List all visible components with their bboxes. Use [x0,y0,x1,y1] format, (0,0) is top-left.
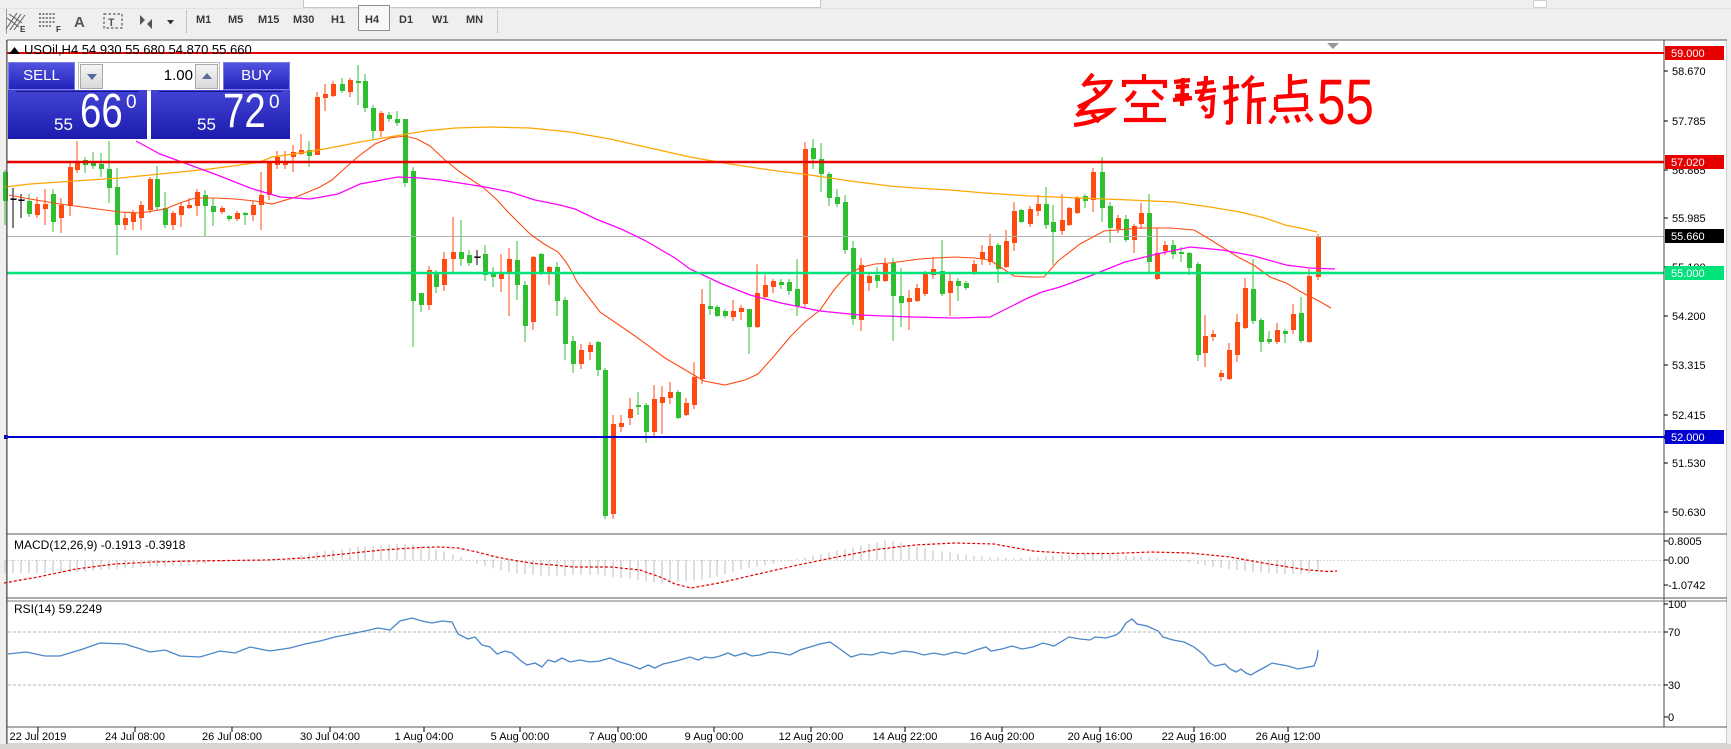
svg-text:5 Aug 00:00: 5 Aug 00:00 [491,731,550,743]
svg-text:A: A [74,14,85,31]
svg-text:0.8005: 0.8005 [1668,536,1702,548]
svg-text:100: 100 [1668,599,1686,611]
svg-text:58.670: 58.670 [1672,66,1706,78]
svg-text:MACD(12,26,9) -0.1913 -0.3918: MACD(12,26,9) -0.1913 -0.3918 [14,538,186,552]
svg-text:24 Jul 08:00: 24 Jul 08:00 [105,731,165,743]
svg-text:55.660: 55.660 [1671,231,1705,243]
svg-text:54.200: 54.200 [1672,311,1706,323]
svg-text:USOil,H4 54.930 55.680 54.870: USOil,H4 54.930 55.680 54.870 55.660 [24,42,252,57]
svg-text:30 Jul 04:00: 30 Jul 04:00 [300,731,360,743]
svg-text:22 Jul 2019: 22 Jul 2019 [10,731,67,743]
svg-text:55.985: 55.985 [1672,213,1706,225]
svg-text:53.315: 53.315 [1672,360,1706,372]
svg-text:-1.0742: -1.0742 [1668,580,1705,592]
svg-text:55.000: 55.000 [1671,268,1705,280]
svg-text:9 Aug 00:00: 9 Aug 00:00 [685,731,744,743]
svg-text:30: 30 [1668,680,1680,692]
svg-text:26 Aug 12:00: 26 Aug 12:00 [1256,731,1321,743]
svg-text:0.00: 0.00 [1668,555,1689,567]
svg-text:70: 70 [1668,627,1680,639]
svg-text:T: T [108,18,115,30]
svg-text:22 Aug 16:00: 22 Aug 16:00 [1162,731,1227,743]
svg-text:E: E [20,25,26,34]
svg-text:52.000: 52.000 [1671,432,1705,444]
svg-text:51.530: 51.530 [1672,458,1706,470]
svg-text:52.415: 52.415 [1672,410,1706,422]
svg-text:RSI(14) 59.2249: RSI(14) 59.2249 [14,602,102,616]
svg-text:26 Jul 08:00: 26 Jul 08:00 [202,731,262,743]
svg-text:57.020: 57.020 [1671,157,1705,169]
svg-text:57.785: 57.785 [1672,116,1706,128]
svg-text:12 Aug 20:00: 12 Aug 20:00 [779,731,844,743]
svg-text:F: F [56,25,61,34]
svg-text:59.000: 59.000 [1671,48,1705,60]
svg-text:50.630: 50.630 [1672,507,1706,519]
svg-text:14 Aug 22:00: 14 Aug 22:00 [873,731,938,743]
svg-text:0: 0 [1668,712,1674,724]
svg-text:1 Aug 04:00: 1 Aug 04:00 [395,731,454,743]
svg-text:16 Aug 20:00: 16 Aug 20:00 [970,731,1035,743]
svg-text:7 Aug 00:00: 7 Aug 00:00 [589,731,648,743]
svg-text:20 Aug 16:00: 20 Aug 16:00 [1068,731,1133,743]
svg-text:55: 55 [1317,68,1374,139]
